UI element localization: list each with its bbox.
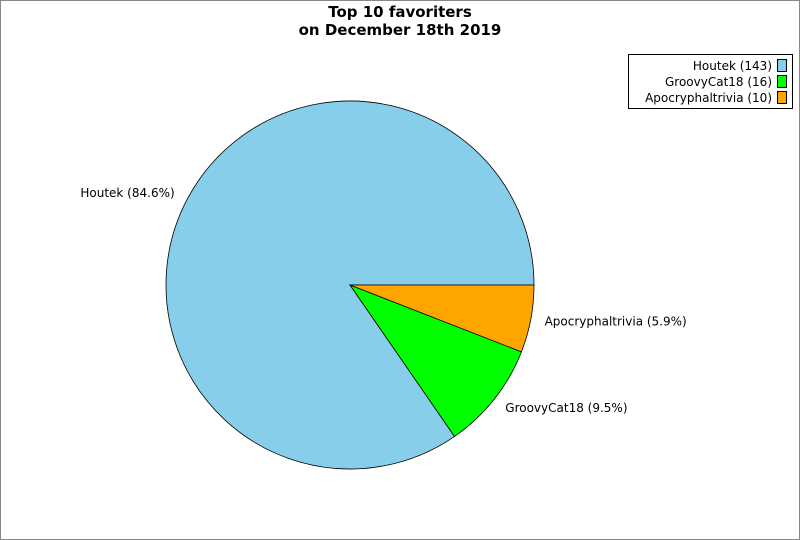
pie-slice-groovycat18 [348,284,522,437]
chart-title-line-1: Top 10 favoriters [328,3,472,21]
pie-slice-labels: Houtek (84.6%) GroovyCat18 (9.5%) Apocryph… [80,186,686,415]
slice-label-houtek: Houtek (84.6%) [80,186,174,200]
legend-swatch-groovycat18 [777,75,787,88]
legend-swatch-houtek [777,59,787,72]
legend-swatch-apocryphaltrivia [777,91,787,104]
slice-label-apocryphaltrivia: Apocryphaltrivia (5.9%) [545,315,687,329]
legend: Houtek (143) GroovyCat18 (16) Apocryphaltr… [628,54,793,109]
pie-slice-houtek [165,100,535,470]
legend-label-houtek: Houtek (143) [693,59,772,73]
legend-label-groovycat18: GroovyCat18 (16) [665,75,772,89]
legend-box [628,54,793,109]
pie-slices [165,100,535,470]
legend-label-apocryphaltrivia: Apocryphaltrivia (10) [645,91,772,105]
chart-title-line-2: on December 18th 2019 [299,21,502,39]
slice-label-groovycat18: GroovyCat18 (9.5%) [505,401,627,415]
pie-slice-apocryphaltrivia [349,284,535,353]
